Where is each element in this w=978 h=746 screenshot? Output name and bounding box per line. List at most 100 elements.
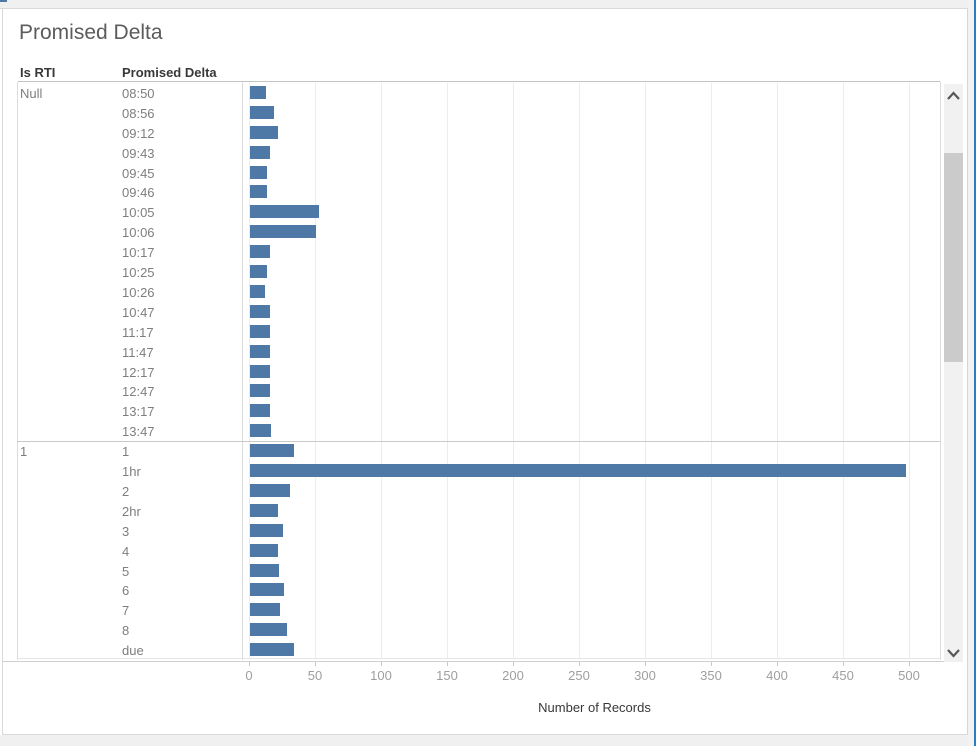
row-label[interactable]: 10:25 bbox=[122, 265, 155, 280]
row-label[interactable]: 8 bbox=[122, 623, 130, 638]
axis-tick-label: 150 bbox=[436, 668, 458, 683]
gridline bbox=[843, 83, 844, 658]
partial-bar[interactable] bbox=[0, 0, 7, 2]
bar[interactable] bbox=[250, 384, 270, 397]
row-label[interactable]: 7 bbox=[122, 603, 130, 618]
row-label[interactable]: 08:56 bbox=[122, 106, 155, 121]
row-label[interactable]: 10:17 bbox=[122, 245, 155, 260]
axis-tick-mark bbox=[249, 662, 250, 666]
group-label[interactable]: 1 bbox=[20, 444, 28, 459]
bar[interactable] bbox=[250, 583, 284, 596]
chevron-down-icon[interactable] bbox=[946, 645, 961, 658]
axis-tick-label: 100 bbox=[370, 668, 392, 683]
row-label[interactable]: 5 bbox=[122, 564, 130, 579]
axis-tick-mark bbox=[777, 662, 778, 666]
row-label[interactable]: 2 bbox=[122, 484, 130, 499]
bar[interactable] bbox=[250, 146, 270, 159]
bar[interactable] bbox=[250, 225, 316, 238]
bar[interactable] bbox=[250, 464, 906, 477]
bar[interactable] bbox=[250, 404, 270, 417]
axis-tick-mark bbox=[843, 662, 844, 666]
bar[interactable] bbox=[250, 185, 267, 198]
bar[interactable] bbox=[250, 166, 267, 179]
top-window-strip bbox=[0, 0, 974, 9]
row-label[interactable]: 1 bbox=[122, 444, 130, 459]
gridline bbox=[777, 83, 778, 658]
axis-tick-label: 50 bbox=[307, 668, 323, 683]
bar[interactable] bbox=[250, 245, 270, 258]
bottom-window-strip bbox=[0, 735, 974, 746]
left-window-border bbox=[2, 8, 3, 734]
row-label[interactable]: 13:17 bbox=[122, 404, 155, 419]
gridline bbox=[909, 83, 910, 658]
gridline bbox=[513, 83, 514, 658]
bar[interactable] bbox=[250, 86, 266, 99]
gridline bbox=[711, 83, 712, 658]
row-label[interactable]: 10:05 bbox=[122, 205, 155, 220]
header-underline bbox=[18, 81, 940, 82]
bar[interactable] bbox=[250, 504, 278, 517]
x-axis-label: Number of Records bbox=[538, 700, 651, 715]
column-header-promised-delta[interactable]: Promised Delta bbox=[122, 65, 217, 80]
row-label[interactable]: 09:43 bbox=[122, 146, 155, 161]
row-label[interactable]: 12:47 bbox=[122, 384, 155, 399]
row-label[interactable]: 08:50 bbox=[122, 86, 155, 101]
bar[interactable] bbox=[250, 444, 294, 457]
row-label[interactable]: 10:47 bbox=[122, 305, 155, 320]
bar[interactable] bbox=[250, 544, 278, 557]
row-label[interactable]: 12:17 bbox=[122, 365, 155, 380]
axis-tick-mark bbox=[315, 662, 316, 666]
bar[interactable] bbox=[250, 305, 270, 318]
gridline bbox=[249, 83, 250, 658]
right-inner-border bbox=[967, 9, 968, 734]
bar[interactable] bbox=[250, 643, 294, 656]
row-label[interactable]: due bbox=[122, 643, 144, 658]
bar[interactable] bbox=[250, 365, 270, 378]
right-gutter bbox=[968, 0, 974, 746]
bar[interactable] bbox=[250, 325, 270, 338]
row-label[interactable]: 4 bbox=[122, 544, 130, 559]
vertical-scrollbar-thumb[interactable] bbox=[944, 153, 963, 362]
right-accent-border bbox=[974, 0, 976, 746]
row-label[interactable]: 13:47 bbox=[122, 424, 155, 439]
row-label[interactable]: 1hr bbox=[122, 464, 141, 479]
bar[interactable] bbox=[250, 603, 280, 616]
axis-tick-label: 500 bbox=[898, 668, 920, 683]
row-label[interactable]: 10:06 bbox=[122, 225, 155, 240]
row-label[interactable]: 10:26 bbox=[122, 285, 155, 300]
axis-tick-label: 250 bbox=[568, 668, 590, 683]
column-header-is-rti[interactable]: Is RTI bbox=[20, 65, 56, 80]
bar[interactable] bbox=[250, 285, 265, 298]
row-label[interactable]: 2hr bbox=[122, 504, 141, 519]
axis-tick-label: 200 bbox=[502, 668, 524, 683]
axis-tick-mark bbox=[513, 662, 514, 666]
bar[interactable] bbox=[250, 564, 279, 577]
bar[interactable] bbox=[250, 126, 278, 139]
bar[interactable] bbox=[250, 265, 267, 278]
row-label[interactable]: 11:17 bbox=[122, 325, 154, 340]
axis-line bbox=[2, 661, 963, 662]
bar[interactable] bbox=[250, 424, 271, 437]
row-label[interactable]: 09:12 bbox=[122, 126, 155, 141]
row-label[interactable]: 6 bbox=[122, 583, 130, 598]
pane-bottom-line bbox=[17, 658, 941, 659]
row-label[interactable]: 11:47 bbox=[122, 345, 154, 360]
bar[interactable] bbox=[250, 524, 283, 537]
bar[interactable] bbox=[250, 623, 287, 636]
gridline bbox=[381, 83, 382, 658]
bar[interactable] bbox=[250, 205, 319, 218]
row-label[interactable]: 3 bbox=[122, 524, 130, 539]
row-label[interactable]: 09:45 bbox=[122, 166, 155, 181]
chevron-up-icon[interactable] bbox=[946, 88, 961, 100]
row-label[interactable]: 09:46 bbox=[122, 185, 155, 200]
axis-tick-mark bbox=[381, 662, 382, 666]
bar[interactable] bbox=[250, 484, 290, 497]
axis-tick-label: 350 bbox=[700, 668, 722, 683]
bar[interactable] bbox=[250, 106, 274, 119]
label-chart-divider bbox=[242, 82, 243, 660]
gridline bbox=[315, 83, 316, 658]
bar[interactable] bbox=[250, 345, 270, 358]
axis-tick-mark bbox=[909, 662, 910, 666]
bottom-panel-border bbox=[2, 734, 974, 735]
group-label[interactable]: Null bbox=[20, 86, 43, 101]
